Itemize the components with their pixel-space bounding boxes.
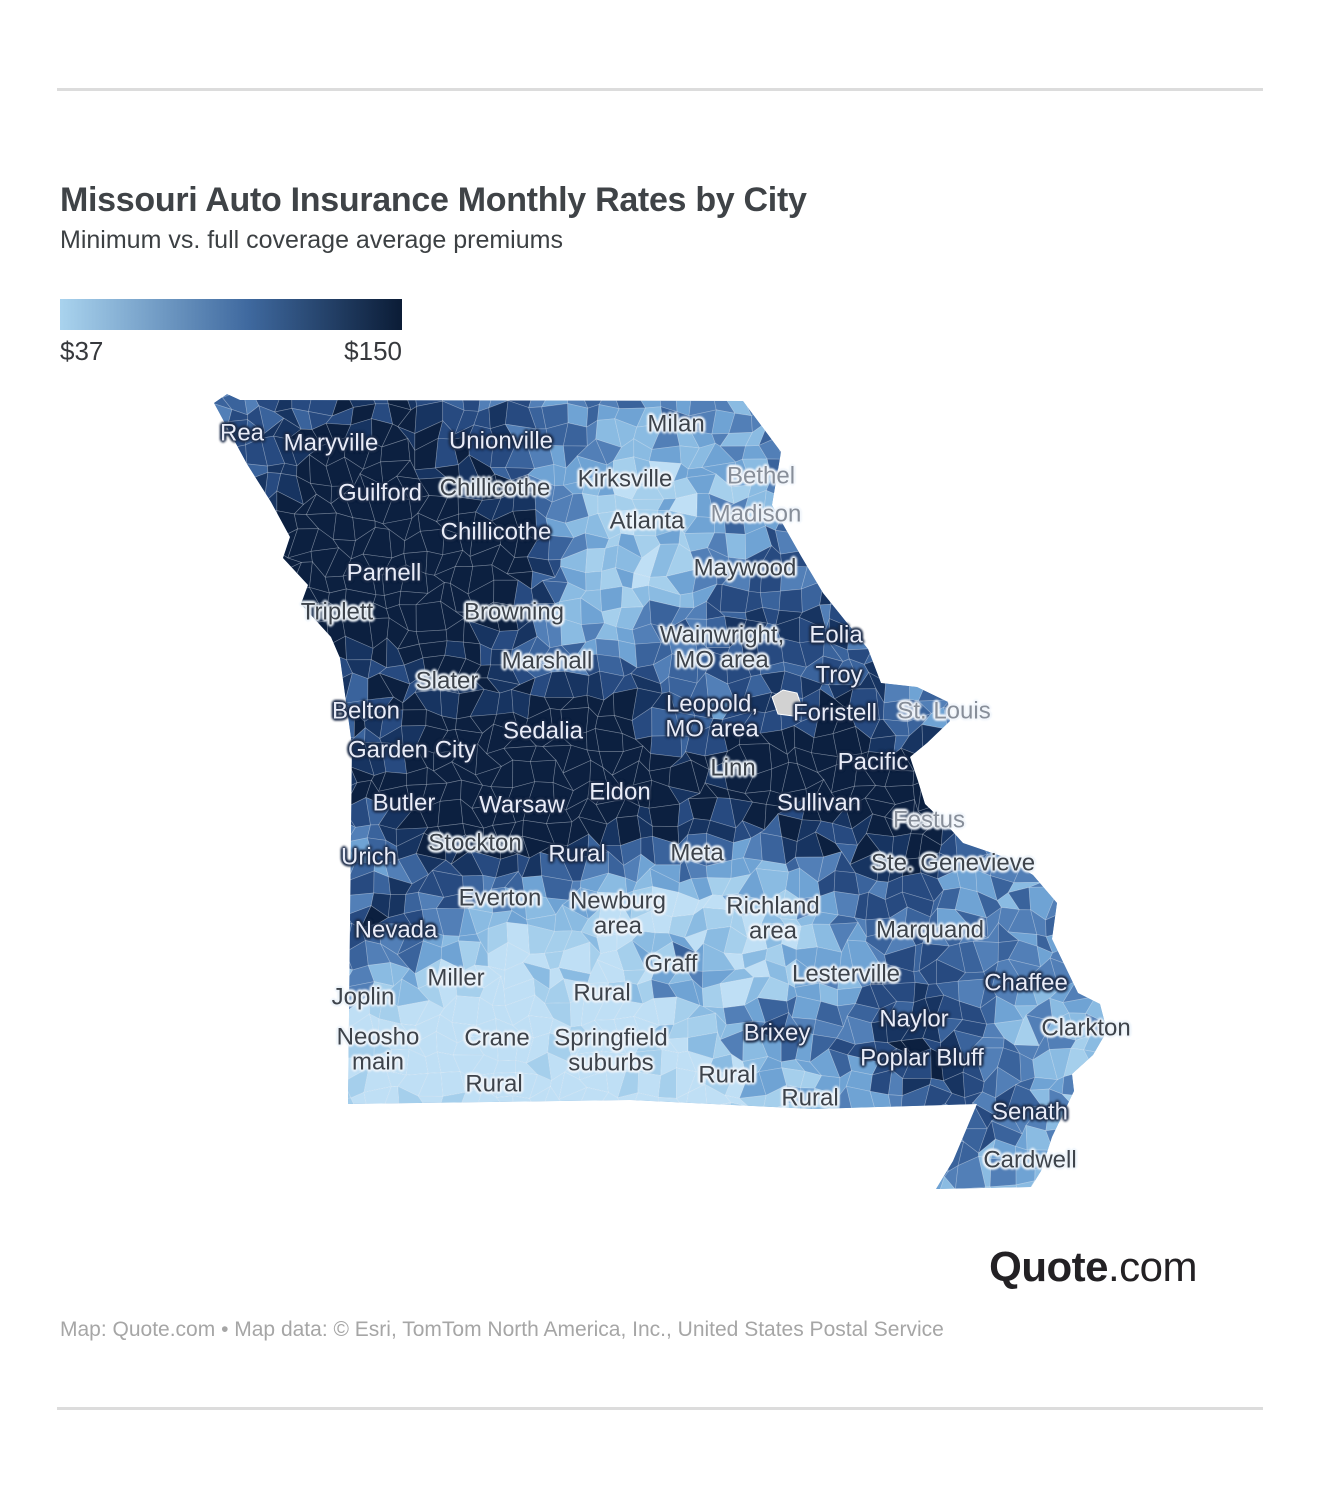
page-title: Missouri Auto Insurance Monthly Rates by… [60, 180, 807, 219]
divider-bottom [57, 1407, 1263, 1410]
logo-suffix-text: .com [1107, 1243, 1198, 1290]
divider-top [57, 88, 1263, 91]
legend-max-label: $150 [344, 336, 402, 366]
quote-logo: Quote.com [989, 1243, 1197, 1291]
legend-min-label: $37 [60, 336, 104, 366]
legend-gradient-bar [60, 299, 402, 330]
logo-bold-text: Quote [989, 1243, 1108, 1290]
map-attribution: Map: Quote.com • Map data: © Esri, TomTo… [60, 1318, 944, 1341]
page-subtitle: Minimum vs. full coverage average premiu… [60, 226, 563, 254]
